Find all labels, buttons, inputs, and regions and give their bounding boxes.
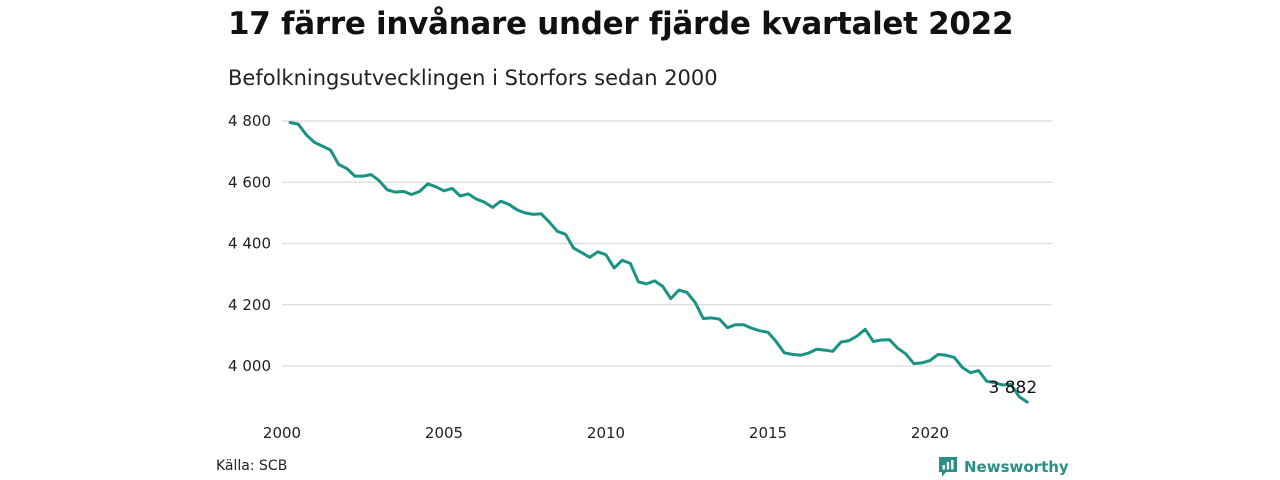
chart-subtitle: Befolkningsutvecklingen i Storfors sedan…: [228, 66, 718, 90]
x-tick-label: 2000: [263, 424, 301, 442]
x-tick-label: 2010: [587, 424, 625, 442]
data-labels: 3 882: [989, 378, 1038, 398]
gridlines: [282, 120, 1052, 367]
chart-title: 17 färre invånare under fjärde kvartalet…: [228, 6, 1014, 42]
y-tick-label: 4 400: [228, 235, 271, 253]
newsworthy-brand-text: Newsworthy: [964, 458, 1069, 476]
last-value-label: 3 882: [989, 378, 1038, 398]
population-line: [288, 121, 1029, 404]
newsworthy-logo-icon: [939, 457, 957, 477]
x-axis-ticks: 2000 2005 2010 2015 2020: [263, 424, 949, 442]
source-note: Källa: SCB: [216, 458, 288, 474]
y-tick-label: 4 000: [228, 357, 271, 375]
y-tick-label: 4 800: [228, 112, 271, 130]
series-layer: [288, 121, 1029, 404]
x-tick-label: 2005: [425, 424, 463, 442]
x-tick-label: 2015: [749, 424, 787, 442]
y-axis-ticks: 4 000 4 200 4 400 4 600 4 800: [228, 112, 271, 375]
newsworthy-logo: Newsworthy: [938, 456, 1069, 478]
x-tick-label: 2020: [911, 424, 949, 442]
y-tick-label: 4 200: [228, 296, 271, 314]
y-tick-label: 4 600: [228, 173, 271, 191]
